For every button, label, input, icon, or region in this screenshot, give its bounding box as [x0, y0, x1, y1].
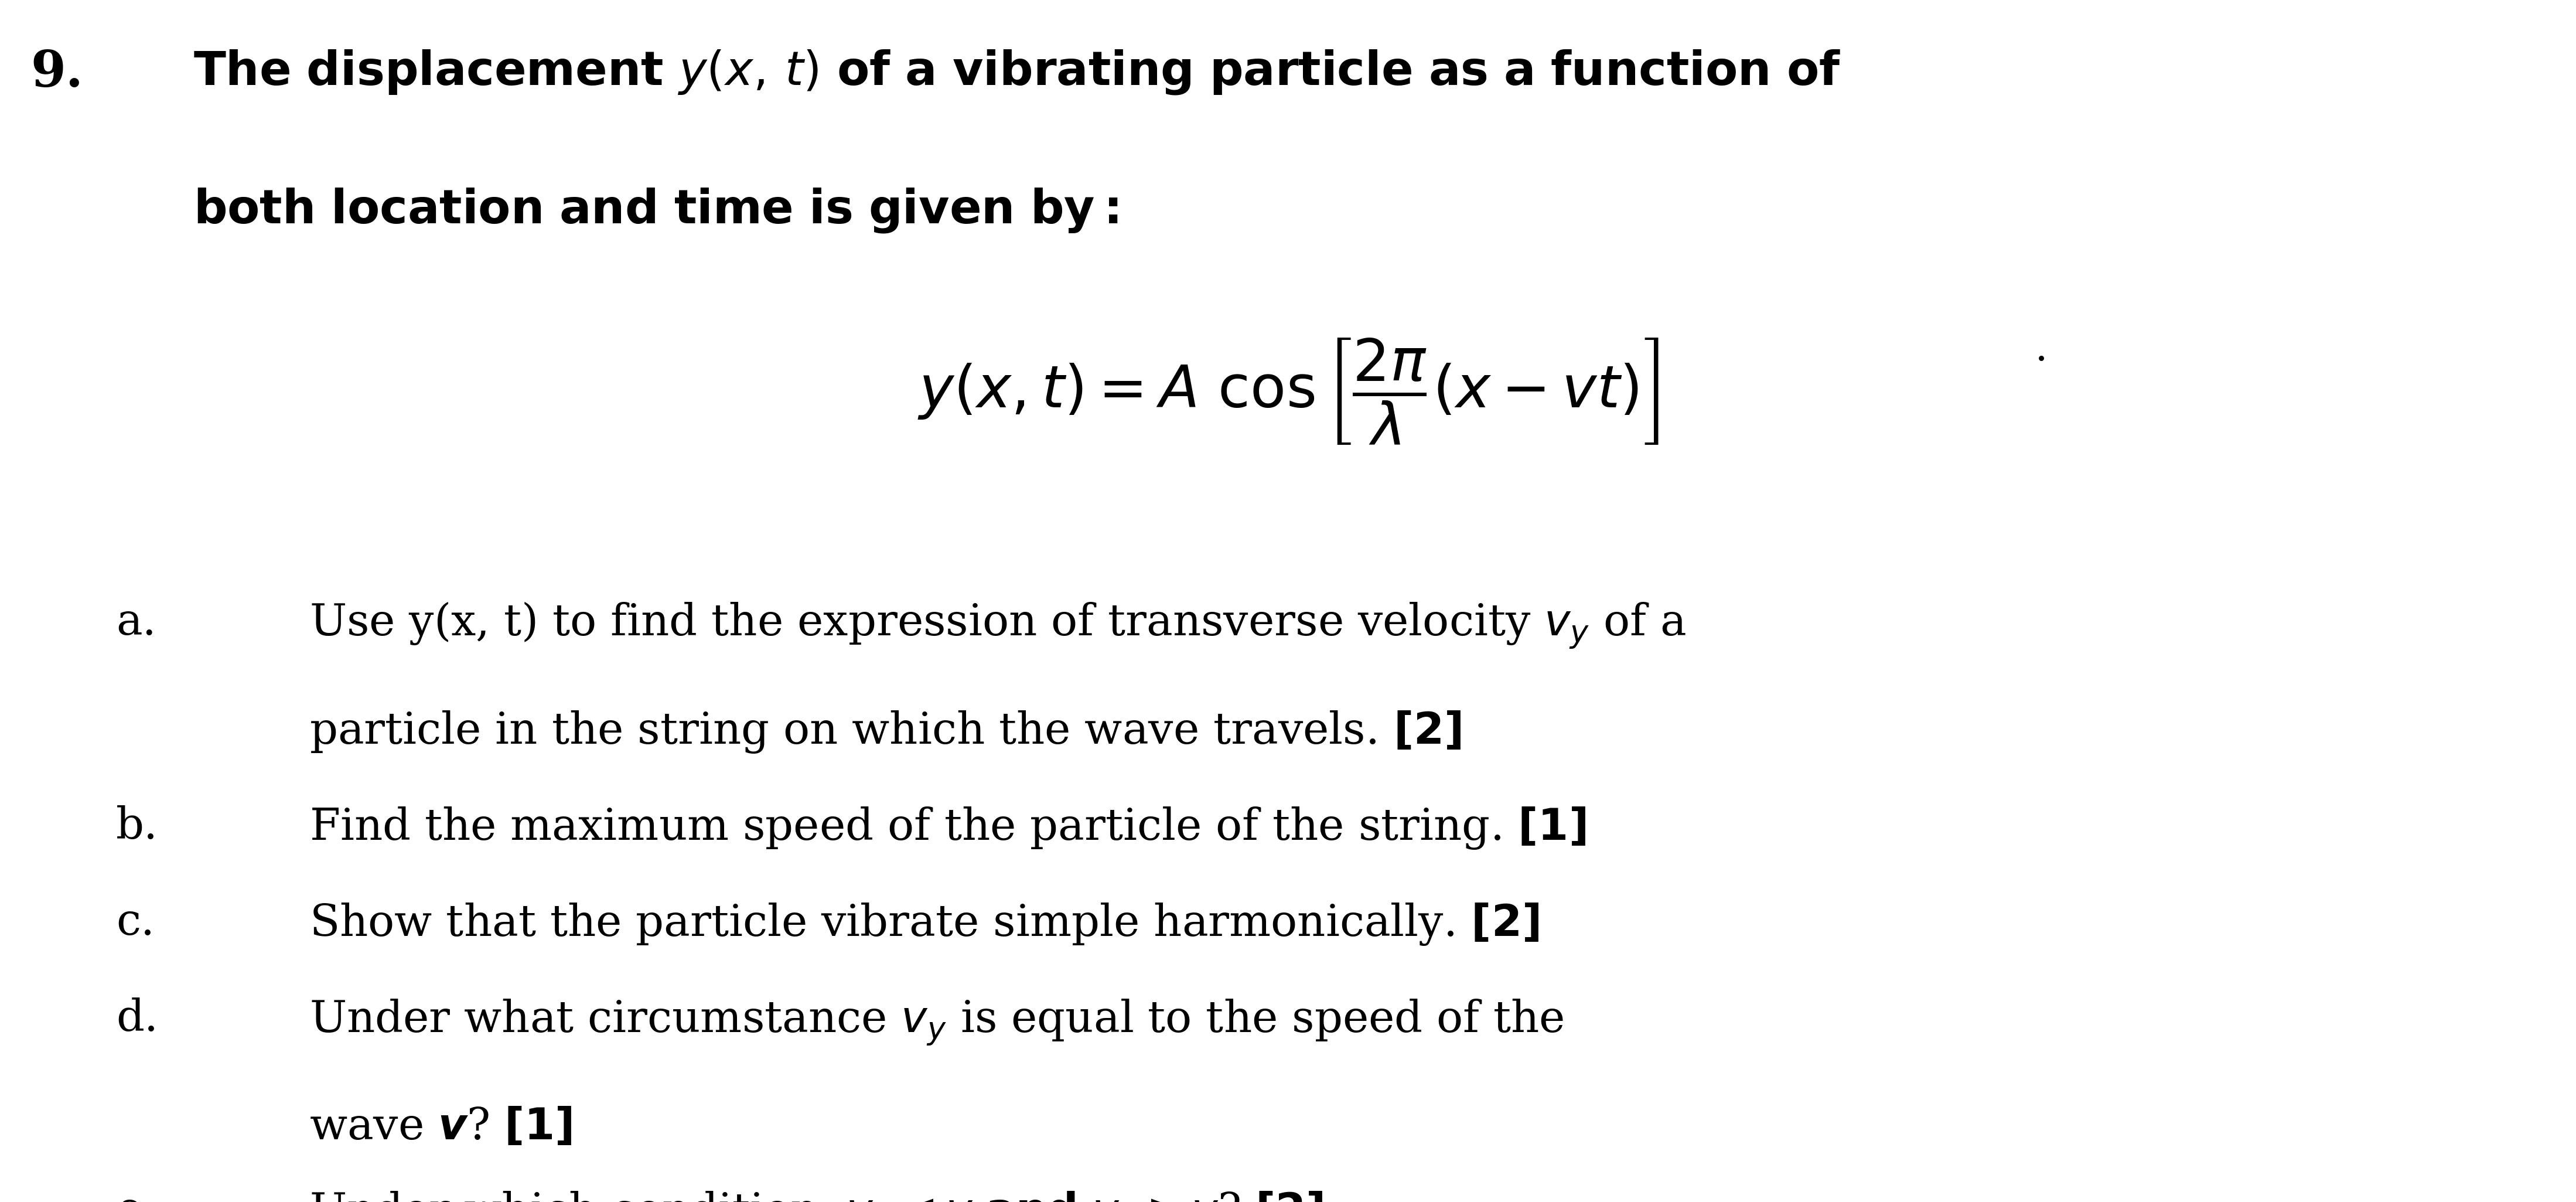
Text: $\bullet$: $\bullet$ — [2035, 349, 2045, 367]
Text: b.: b. — [116, 805, 157, 849]
Text: Use y(x, t) to find the expression of transverse velocity $\boldsymbol{v_y}$ of : Use y(x, t) to find the expression of tr… — [309, 601, 1685, 650]
Text: Find the maximum speed of the particle of the string. $\mathbf{[1]}$: Find the maximum speed of the particle o… — [309, 805, 1587, 851]
Text: d.: d. — [116, 998, 157, 1041]
Text: $\mathbf{The\ displacement}\ \mathit{y(x,\,t)}\ \mathbf{of\ a\ vibrating\ partic: $\mathbf{The\ displacement}\ \mathit{y(x… — [193, 48, 1842, 96]
Text: Show that the particle vibrate simple harmonically. $\mathbf{[2]}$: Show that the particle vibrate simple ha… — [309, 902, 1538, 947]
Text: Under which condition, $\boldsymbol{v_y} < v$ $\mathbf{and}$ $\boldsymbol{v_y} >: Under which condition, $\boldsymbol{v_y}… — [309, 1190, 1324, 1202]
Text: Under what circumstance $\boldsymbol{v_y}$ is equal to the speed of the: Under what circumstance $\boldsymbol{v_y… — [309, 998, 1564, 1047]
Text: wave $\boldsymbol{v}$? $\mathbf{[1]}$: wave $\boldsymbol{v}$? $\mathbf{[1]}$ — [309, 1106, 572, 1149]
Text: $\mathbf{both\ location\ and\ time\ is\ given\ by:}$: $\mathbf{both\ location\ and\ time\ is\ … — [193, 186, 1118, 234]
Text: $y(x,t) = A \ \cos\left[\dfrac{2\pi}{\lambda}(x - vt)\right]$: $y(x,t) = A \ \cos\left[\dfrac{2\pi}{\la… — [917, 337, 1659, 446]
Text: e.: e. — [116, 1190, 157, 1202]
Text: 9.: 9. — [31, 48, 82, 97]
Text: c.: c. — [116, 902, 155, 945]
Text: particle in the string on which the wave travels. $\mathbf{[2]}$: particle in the string on which the wave… — [309, 709, 1461, 755]
Text: a.: a. — [116, 601, 157, 644]
